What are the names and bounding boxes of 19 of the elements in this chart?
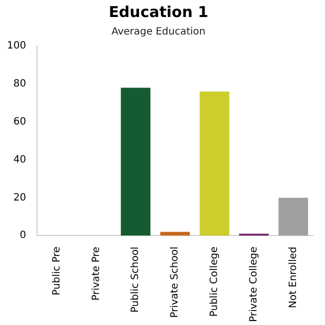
x-tick-label: Public School <box>130 246 142 313</box>
y-tick-label: 20 <box>13 192 26 204</box>
bar <box>160 232 190 236</box>
bar <box>278 198 308 236</box>
chart-title: Education 1 <box>108 2 208 21</box>
x-tick-label: Private Pre <box>90 246 102 301</box>
chart-subtitle: Average Education <box>111 26 206 38</box>
x-tick-label: Public College <box>209 246 220 317</box>
y-tick-label: 40 <box>13 154 26 166</box>
y-tick-label: 0 <box>20 230 26 242</box>
bar <box>120 88 150 236</box>
bar <box>200 92 230 236</box>
x-tick-label: Public Pre <box>51 246 62 296</box>
x-tick-label: Not Enrolled <box>288 246 299 308</box>
x-tick-label: Private College <box>248 246 260 322</box>
y-tick-label: 80 <box>13 78 26 90</box>
y-tick-label: 100 <box>6 40 26 52</box>
x-tick-label: Private School <box>170 246 181 318</box>
y-tick-label: 60 <box>13 116 26 128</box>
